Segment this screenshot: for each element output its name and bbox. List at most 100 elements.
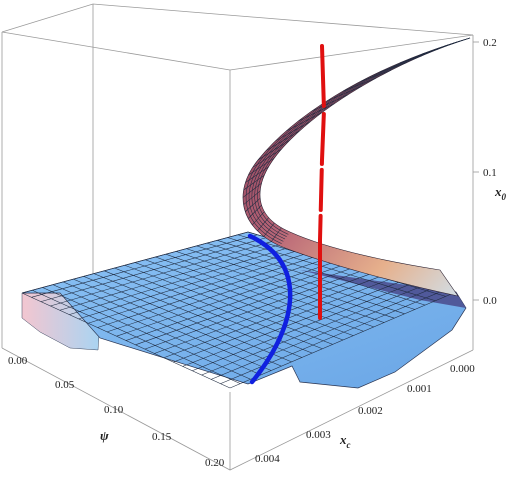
upper-mesh-line (248, 189, 250, 195)
upper-mesh-line (254, 223, 259, 228)
upper-mesh-line (373, 69, 387, 76)
upper-mesh-line (265, 226, 270, 231)
upper-mesh-line (279, 143, 285, 150)
upper-mesh-line (280, 131, 288, 139)
upper-mesh-line (277, 238, 284, 242)
upper-mesh-line (309, 109, 318, 117)
upper-mesh-line (279, 235, 286, 240)
upper-mesh-line (274, 148, 280, 155)
upper-mesh-line (306, 113, 316, 120)
upper-mesh-line (394, 61, 407, 67)
upper-mesh-line (311, 113, 320, 120)
upper-mesh-line (268, 221, 274, 226)
x0-tick-label: 0.1 (483, 167, 497, 179)
upper-mesh-line (258, 218, 262, 223)
box-frame (1, 3, 474, 471)
upper-mesh-line (255, 179, 259, 185)
psi-tick-label: 0.10 (104, 404, 124, 416)
lower-mesh-line (229, 291, 457, 389)
upper-mesh-line (257, 173, 261, 180)
upper-mesh-line (372, 71, 384, 78)
upper-mesh-line (255, 203, 257, 209)
upper-mesh-line (274, 146, 280, 153)
upper-mesh-line (299, 119, 308, 126)
upper-mesh-line (312, 110, 322, 117)
upper-mesh-line (252, 205, 255, 211)
xc-axis: 0.000 0.001 0.002 0.003 0.004 xc (255, 363, 475, 465)
upper-mesh-line (388, 64, 400, 71)
upper-mesh-line (269, 229, 275, 234)
blue-curve (247, 233, 293, 385)
upper-mesh-line (332, 94, 343, 102)
lower-mesh-line (125, 261, 353, 341)
upper-mesh-line (256, 220, 261, 226)
upper-mesh-line (285, 131, 293, 139)
upper-mesh-line (261, 171, 264, 177)
upper-mesh-line (261, 230, 267, 235)
upper-mesh-line (249, 214, 253, 220)
upper-mesh-line (258, 205, 261, 211)
psi-tick-label: 0.20 (205, 457, 225, 469)
upper-mesh-line (264, 155, 270, 161)
upper-mesh-line (252, 166, 257, 172)
upper-mesh-line (265, 218, 270, 223)
upper-mesh-line (338, 92, 348, 99)
lower-mesh-line (182, 278, 409, 367)
xc-axis-label: xc (339, 432, 351, 450)
x0-axis-label: x0 (494, 184, 507, 202)
upper-mesh-line (378, 67, 391, 74)
upper-mesh-line (251, 186, 254, 192)
upper-mesh-line (249, 203, 251, 209)
upper-mesh-line (351, 83, 363, 90)
x0-tick-label: 0.0 (483, 295, 497, 307)
lower-mesh-line (144, 267, 372, 350)
upper-mesh-line (250, 208, 253, 213)
upper-mesh-line (264, 153, 269, 159)
upper-mesh-line (439, 42, 455, 48)
upper-mesh-line (251, 212, 255, 218)
upper-mesh-line (392, 63, 404, 69)
lower-mesh-line (163, 272, 390, 359)
lower-surface (21, 231, 467, 389)
upper-mesh-line (245, 201, 248, 207)
upper-mesh-line (298, 122, 306, 129)
upper-mesh-line (411, 52, 426, 59)
upper-mesh-line (260, 158, 265, 164)
upper-mesh-line (253, 216, 257, 222)
lower-mesh-line (220, 289, 447, 384)
upper-mesh-line (321, 104, 330, 111)
upper-mesh-line (372, 73, 383, 80)
upper-mesh-line (273, 140, 281, 148)
lower-mesh-line (145, 259, 354, 336)
lower-mesh-line (201, 283, 428, 376)
upper-mesh-line (262, 163, 267, 169)
upper-mesh-line (414, 53, 426, 60)
upper-mesh-line (390, 62, 403, 69)
upper-surface-sheet (242, 37, 471, 297)
upper-mesh-line (291, 128, 299, 135)
upper-mesh-line (263, 228, 268, 233)
upper-mesh-line (250, 171, 254, 177)
lower-mesh-line (206, 242, 415, 310)
upper-mesh-line (279, 140, 286, 147)
upper-mesh-line (257, 187, 259, 193)
lower-mesh-line (165, 253, 374, 328)
upper-mesh-line (294, 118, 304, 126)
upper-mesh-line (367, 75, 378, 82)
upper-mesh-line (266, 160, 271, 167)
upper-mesh-line (254, 168, 258, 175)
upper-mesh-line (282, 231, 289, 235)
upper-mesh-line (305, 116, 314, 123)
upper-mesh-line (263, 165, 267, 172)
upper-mesh-line (290, 131, 298, 138)
upper-mesh-line (254, 199, 256, 204)
upper-mesh-line (356, 79, 368, 86)
upper-mesh-line (257, 201, 260, 207)
upper-mesh-line (280, 233, 287, 237)
upper-mesh-line (246, 186, 248, 192)
upper-mesh-line (273, 232, 280, 237)
upper-mesh-line (292, 125, 300, 132)
upper-surface (242, 37, 471, 297)
upper-mesh-line (327, 101, 336, 108)
upper-mesh-line (257, 163, 261, 170)
